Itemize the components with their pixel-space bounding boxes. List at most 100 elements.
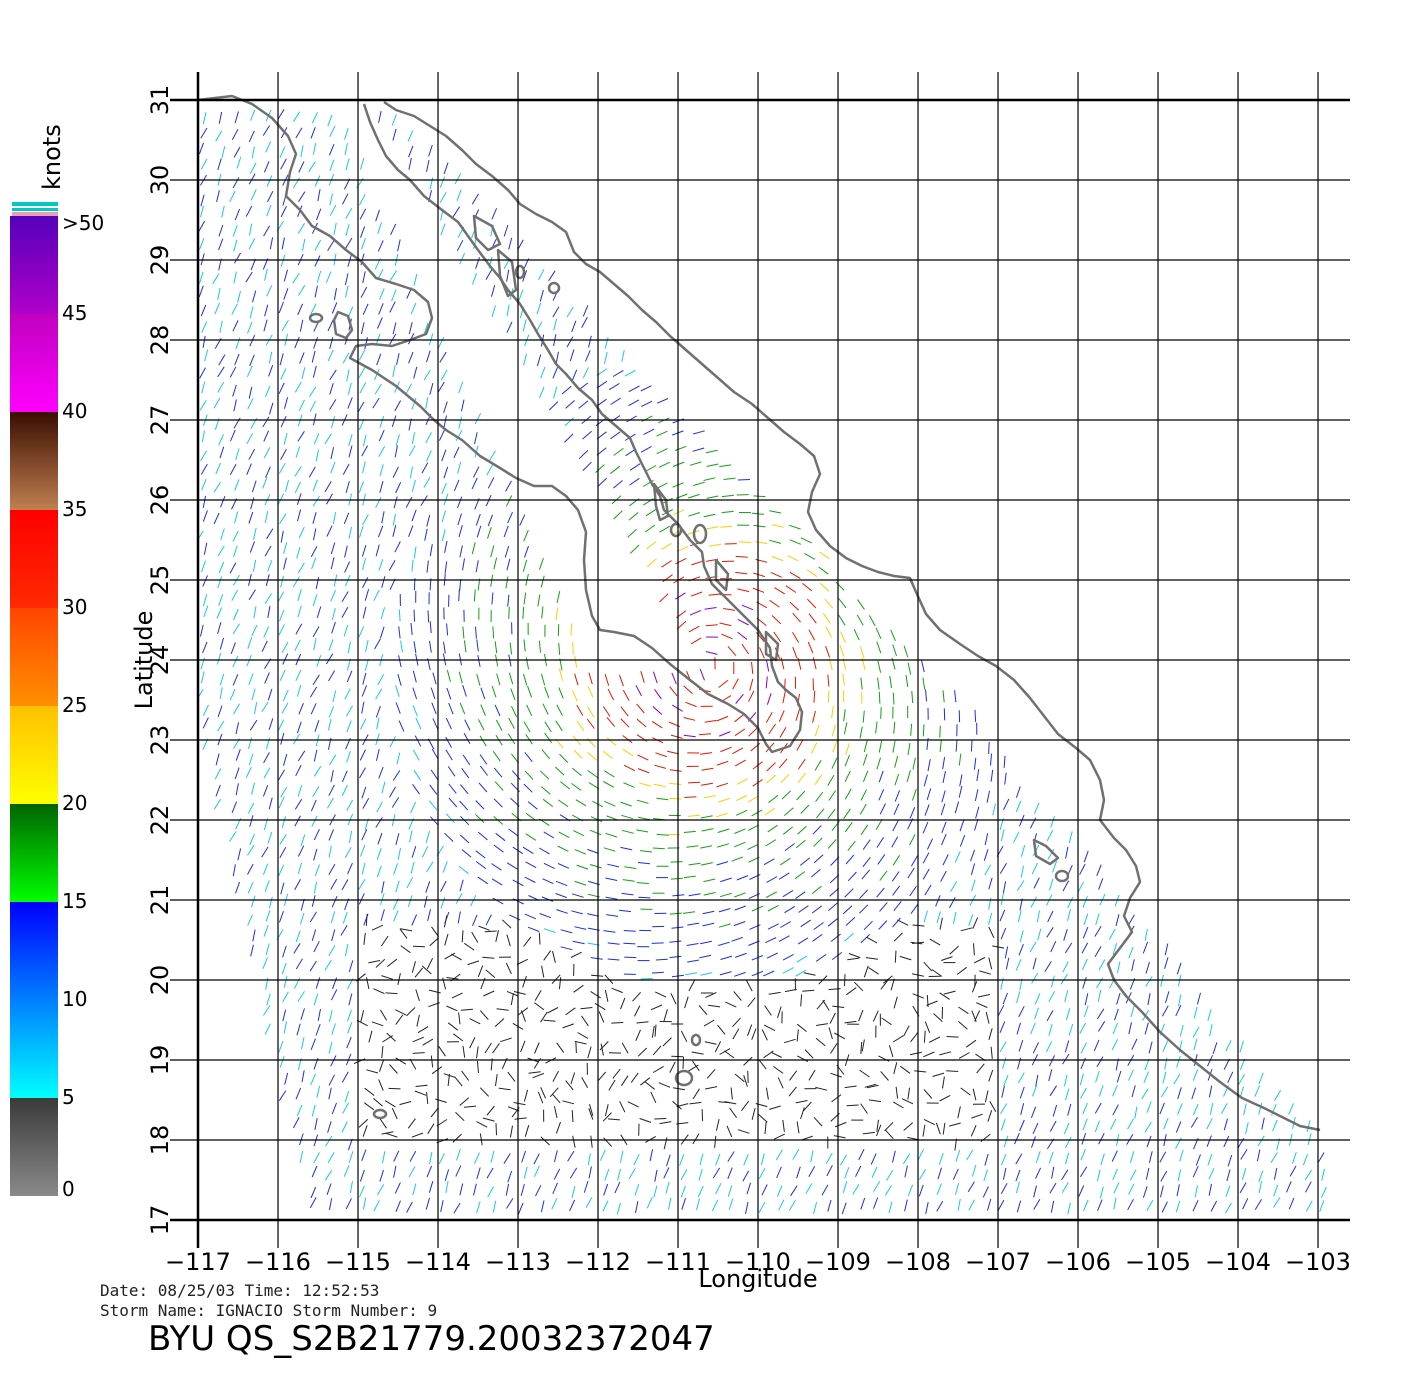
wind-barb bbox=[789, 1070, 798, 1081]
wind-barb bbox=[1046, 830, 1054, 842]
wind-barb bbox=[543, 831, 555, 839]
wind-barb bbox=[878, 920, 888, 930]
wind-barb bbox=[624, 866, 637, 870]
wind-barb bbox=[857, 599, 865, 610]
wind-barb bbox=[796, 1166, 801, 1179]
wind-barb bbox=[358, 1118, 369, 1128]
wind-barb bbox=[313, 765, 322, 777]
wind-barb bbox=[456, 189, 462, 201]
wind-barb bbox=[639, 782, 651, 787]
wind-barb bbox=[294, 798, 303, 810]
wind-barb bbox=[246, 654, 252, 667]
wind-barb bbox=[755, 541, 768, 545]
wind-barb bbox=[523, 936, 532, 947]
wind-barb bbox=[342, 911, 348, 924]
wind-barb bbox=[1016, 991, 1021, 1004]
wind-barb bbox=[683, 830, 696, 833]
wind-barb bbox=[1192, 1103, 1199, 1116]
wind-barb bbox=[669, 1061, 676, 1073]
wind-barb bbox=[910, 1051, 922, 1056]
wind-barb bbox=[1018, 944, 1024, 956]
wind-barb bbox=[862, 839, 871, 850]
wind-barb bbox=[439, 192, 447, 203]
wind-barb bbox=[656, 430, 668, 437]
wind-barb bbox=[484, 930, 497, 933]
wind-barb bbox=[452, 1133, 462, 1143]
wind-barb bbox=[804, 552, 816, 560]
wind-barb bbox=[562, 1100, 575, 1105]
wind-barb bbox=[718, 941, 730, 946]
wind-barb bbox=[894, 790, 901, 802]
wind-barb bbox=[758, 1113, 768, 1123]
wind-barb bbox=[359, 382, 367, 394]
wind-barb bbox=[1242, 1198, 1249, 1210]
wind-barb bbox=[296, 721, 302, 734]
wind-barb bbox=[309, 960, 317, 972]
wind-barb bbox=[313, 1152, 320, 1164]
wind-barb bbox=[966, 1149, 974, 1161]
wind-barb bbox=[330, 878, 338, 890]
wind-barb bbox=[413, 366, 418, 379]
wind-barb bbox=[1146, 1101, 1152, 1113]
wind-barb bbox=[706, 463, 719, 467]
wind-barb bbox=[1288, 1197, 1295, 1210]
wind-barb bbox=[282, 945, 287, 958]
wind-barb bbox=[1274, 1090, 1282, 1101]
wind-barb bbox=[523, 673, 528, 686]
wind-barb bbox=[868, 967, 879, 975]
wind-barb bbox=[552, 950, 556, 963]
wind-barb bbox=[888, 1201, 893, 1214]
wind-barb bbox=[486, 1105, 495, 1116]
wind-barb bbox=[590, 816, 603, 823]
wind-barb bbox=[923, 1089, 933, 1099]
wind-barb bbox=[761, 1184, 768, 1196]
wind-barb bbox=[358, 878, 366, 890]
wind-barb bbox=[328, 144, 335, 156]
wind-barb bbox=[721, 633, 733, 640]
wind-barb bbox=[999, 909, 1006, 922]
wind-barb bbox=[452, 206, 461, 217]
wind-barb bbox=[1095, 1070, 1100, 1083]
wind-barb bbox=[475, 813, 485, 823]
wind-barb bbox=[264, 1023, 271, 1035]
wind-barb bbox=[651, 942, 664, 944]
wind-barb bbox=[613, 447, 624, 456]
wind-barb bbox=[246, 365, 253, 377]
wind-barb bbox=[765, 1087, 769, 1100]
wind-barb bbox=[280, 732, 285, 745]
wind-barb bbox=[313, 881, 318, 894]
wind-barb bbox=[597, 477, 607, 487]
wind-barb bbox=[603, 1183, 609, 1196]
wind-barb bbox=[699, 668, 705, 681]
wind-barb bbox=[954, 690, 957, 703]
wind-barb bbox=[297, 862, 303, 875]
wind-barb bbox=[571, 320, 577, 333]
wind-barb bbox=[764, 1122, 767, 1135]
wind-barb bbox=[688, 893, 701, 897]
wind-barb bbox=[603, 351, 608, 364]
wind-barb bbox=[245, 271, 253, 283]
wind-barb bbox=[854, 981, 864, 992]
wind-barb bbox=[977, 994, 991, 998]
wind-barb bbox=[658, 1082, 671, 1088]
wind-barb bbox=[795, 839, 806, 849]
wind-barb bbox=[599, 1041, 609, 1051]
wind-barb bbox=[884, 1129, 894, 1140]
wind-barb bbox=[941, 821, 947, 834]
wind-barb bbox=[587, 770, 598, 778]
wind-barb bbox=[386, 958, 398, 967]
wind-barb bbox=[392, 128, 397, 141]
lat-tick-label: 29 bbox=[146, 245, 174, 276]
wind-barb bbox=[408, 1166, 416, 1178]
wind-barb bbox=[619, 1101, 626, 1113]
wind-barb bbox=[810, 868, 821, 878]
wind-barb bbox=[501, 919, 512, 929]
wind-barb bbox=[296, 493, 302, 505]
wind-barb bbox=[540, 575, 545, 588]
wind-barb bbox=[620, 846, 633, 851]
wind-barb bbox=[940, 870, 947, 882]
wind-barb bbox=[973, 943, 975, 956]
wind-barb bbox=[345, 944, 349, 957]
wind-barb bbox=[727, 1167, 733, 1179]
wind-barb bbox=[1098, 1085, 1104, 1097]
